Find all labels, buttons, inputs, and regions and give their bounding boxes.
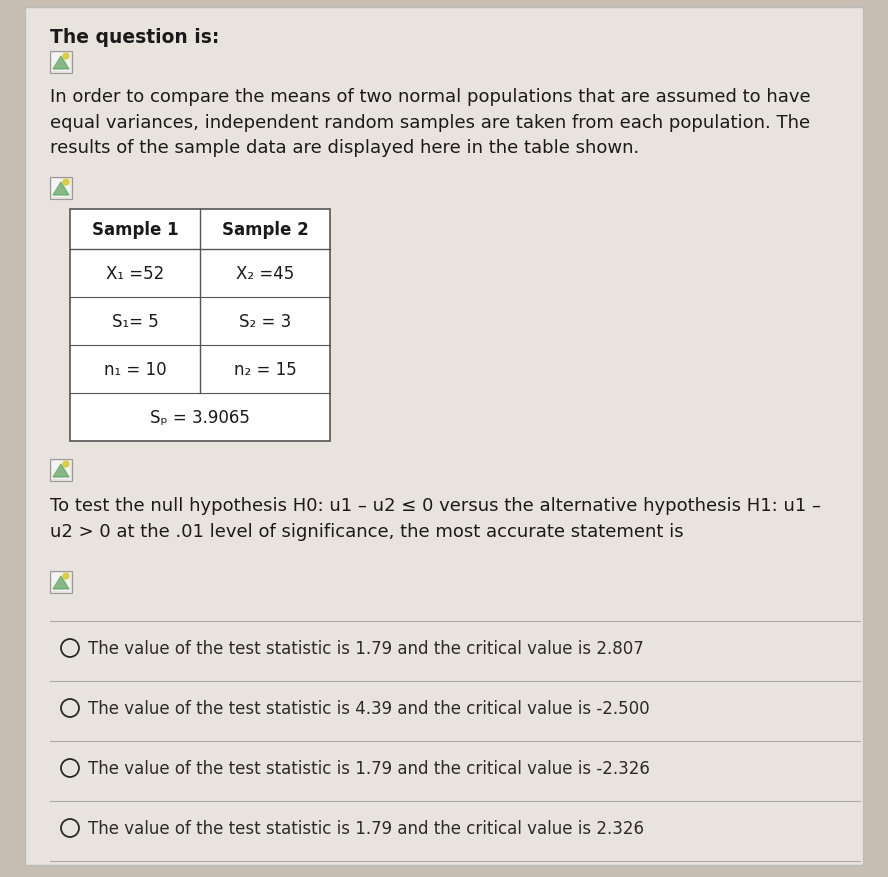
Text: S₁= 5: S₁= 5 (112, 312, 158, 331)
Text: Sample 2: Sample 2 (222, 221, 308, 239)
Bar (52, 54, 70, 72)
Bar (52, 574, 70, 591)
Circle shape (63, 461, 69, 467)
Text: The question is:: The question is: (50, 28, 219, 47)
Text: To test the null hypothesis H0: u1 – u2 ≤ 0 versus the alternative hypothesis H1: To test the null hypothesis H0: u1 – u2 … (50, 496, 821, 540)
Bar (50, 571, 72, 594)
Text: X₁ =52: X₁ =52 (106, 265, 164, 282)
Circle shape (63, 54, 69, 60)
Circle shape (63, 180, 69, 186)
Text: The value of the test statistic is 1.79 and the critical value is 2.807: The value of the test statistic is 1.79 … (88, 639, 644, 657)
Bar (50, 52, 72, 74)
Text: Sample 1: Sample 1 (91, 221, 178, 239)
Text: n₁ = 10: n₁ = 10 (104, 360, 166, 379)
Text: S₂ = 3: S₂ = 3 (239, 312, 291, 331)
Circle shape (63, 574, 69, 580)
Bar (52, 461, 70, 480)
Bar (70, 210, 330, 441)
Bar (50, 460, 72, 481)
Polygon shape (53, 465, 69, 477)
Text: The value of the test statistic is 1.79 and the critical value is 2.326: The value of the test statistic is 1.79 … (88, 819, 644, 837)
Text: In order to compare the means of two normal populations that are assumed to have: In order to compare the means of two nor… (50, 88, 811, 157)
Bar (50, 178, 72, 200)
Text: n₂ = 15: n₂ = 15 (234, 360, 297, 379)
Text: X₂ =45: X₂ =45 (236, 265, 294, 282)
Text: Sₚ = 3.9065: Sₚ = 3.9065 (150, 409, 250, 426)
Polygon shape (53, 57, 69, 70)
Text: The value of the test statistic is 1.79 and the critical value is -2.326: The value of the test statistic is 1.79 … (88, 759, 650, 777)
Polygon shape (53, 182, 69, 196)
Polygon shape (53, 576, 69, 589)
Text: The value of the test statistic is 4.39 and the critical value is -2.500: The value of the test statistic is 4.39 … (88, 699, 650, 717)
Bar (52, 180, 70, 198)
